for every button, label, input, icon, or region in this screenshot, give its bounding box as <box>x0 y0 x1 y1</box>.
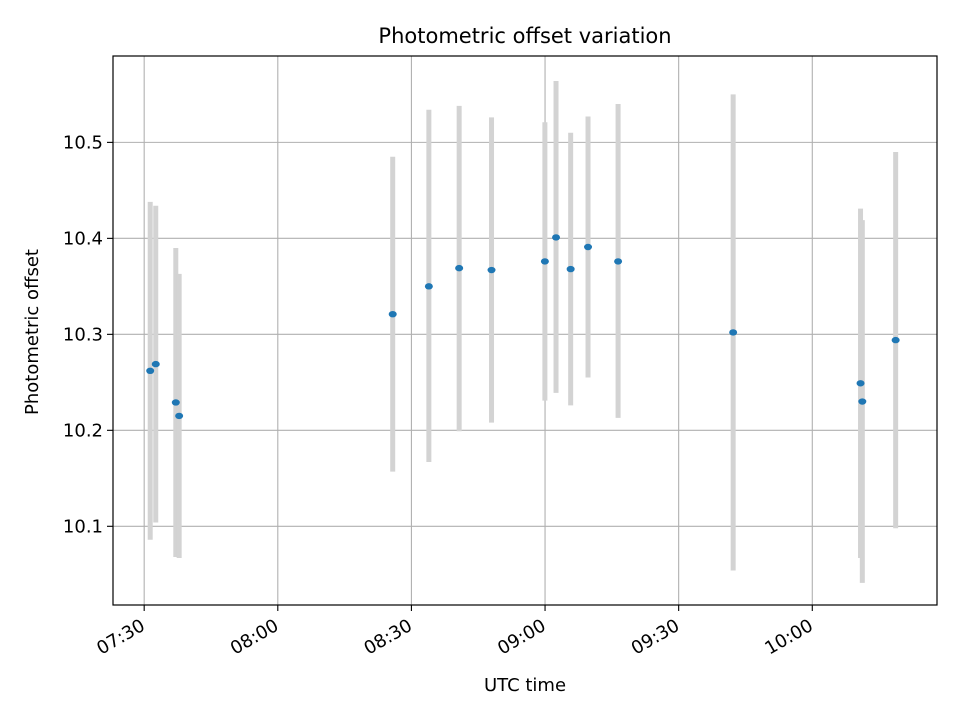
data-points <box>146 234 900 420</box>
plot-frame <box>112 55 938 606</box>
data-point <box>566 265 575 273</box>
data-point <box>424 283 433 290</box>
data-point <box>175 412 184 420</box>
y-tick-label: 10.3 <box>63 324 103 345</box>
data-point <box>540 258 549 265</box>
data-point <box>729 329 738 336</box>
data-point <box>614 258 623 265</box>
y-tick-label: 10.1 <box>63 516 103 537</box>
y-tick-label: 10.4 <box>63 228 103 249</box>
data-point <box>151 360 160 368</box>
data-point <box>552 234 561 241</box>
data-point <box>146 367 155 375</box>
chart-title: Photometric offset variation <box>378 24 671 48</box>
y-tick-label: 10.2 <box>63 420 103 441</box>
data-point <box>891 336 900 344</box>
grid <box>113 56 937 605</box>
data-point <box>584 243 593 251</box>
data-point <box>487 266 496 274</box>
data-point <box>858 398 867 405</box>
y-axis-title: Photometric offset <box>22 249 43 415</box>
data-point <box>856 380 865 387</box>
y-tick-label: 10.5 <box>63 132 103 153</box>
data-point <box>388 310 397 318</box>
x-axis-title: UTC time <box>484 675 566 696</box>
data-point <box>455 264 464 272</box>
data-point <box>171 399 180 406</box>
